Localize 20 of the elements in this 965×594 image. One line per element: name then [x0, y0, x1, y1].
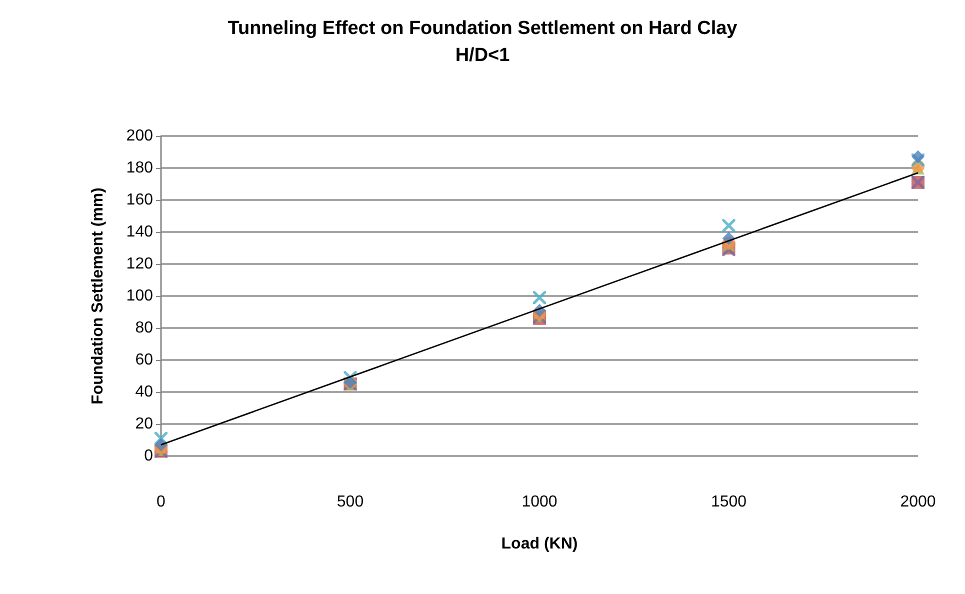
chart-title: Tunneling Effect on Foundation Settlement on Hard Clay — [228, 18, 738, 39]
y-tick-label: 200 — [126, 128, 154, 144]
y-tick-label: 60 — [135, 352, 154, 368]
y-tick-label: 180 — [126, 160, 154, 176]
x-tick-label: 0 — [156, 494, 166, 510]
y-tick-label: 120 — [126, 256, 154, 272]
x-tick-label: 1000 — [522, 494, 558, 510]
y-tick-label: 100 — [126, 288, 154, 304]
y-tick-label: 140 — [126, 224, 154, 240]
x-axis-title: Load (KN) — [501, 536, 578, 552]
y-tick-label: 160 — [126, 192, 154, 208]
y-tick-label: 20 — [135, 416, 154, 432]
y-tick-label: 40 — [135, 384, 154, 400]
x-tick-label: 500 — [336, 494, 364, 510]
y-axis-title: Foundation Settlement (mm) — [90, 188, 106, 404]
x-tick-label: 1500 — [710, 494, 747, 510]
x-tick-label: 2000 — [900, 494, 936, 510]
chart-subtitle: H/D<1 — [455, 45, 510, 66]
y-tick-label: 0 — [144, 448, 154, 464]
y-tick-label: 80 — [135, 320, 154, 336]
